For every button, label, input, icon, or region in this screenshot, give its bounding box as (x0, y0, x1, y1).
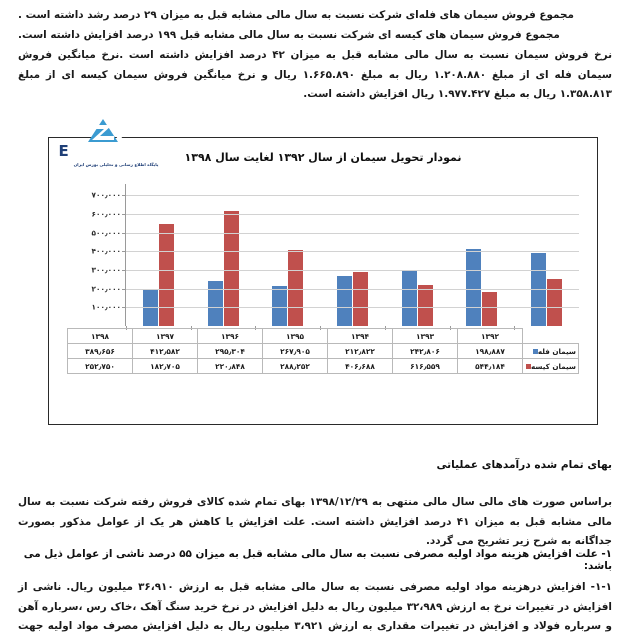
bar-bagged (223, 210, 239, 326)
bottom-paragraph-block: ۱-۱- افزایش درهزینه مواد اولیه مصرفی نسب… (18, 578, 612, 639)
chart-data-table-body: ۱۳۹۲ ۱۳۹۳ ۱۳۹۴ ۱۳۹۵ ۱۳۹۶ ۱۳۹۷ ۱۳۹۸ سیمان فله ۱۹۸… (67, 328, 579, 374)
table-cell-value: ۲۶۷٫۹۰۵ (262, 343, 328, 359)
logo-tagline: پایگاه اطلاع رسانی و تحلیلی بورس ایران (73, 162, 159, 167)
plot-area-wrapper: ۷۰۰٫۰۰۰ ۶۰۰٫۰۰۰ ۵۰۰٫۰۰۰ ۴۰۰٫۰۰۰ ۳۰۰٫۰۰۰ ۲۰۰٫۰… (67, 184, 579, 330)
table-cell-value: ۶۱۶٫۵۵۹ (392, 358, 458, 374)
table-cell-value: ۲۹۵٫۳۰۴ (197, 343, 263, 359)
table-header-year: ۱۳۹۴ (327, 328, 393, 344)
bar-bulk (272, 286, 288, 326)
y-axis-tick-mark (122, 289, 126, 290)
table-header-year: ۱۳۹۸ (67, 328, 133, 344)
legend-label: سیمان کیسه (531, 361, 576, 371)
mid-paragraph-block: براساس صورت های مالی سال مالی منتهی به ۱… (18, 493, 612, 552)
table-cell-value: ۲۵۲٫۷۵۰ (67, 358, 133, 374)
paragraph-cogs-summary: براساس صورت های مالی سال مالی منتهی به ۱… (18, 496, 612, 547)
y-axis-tick-label: ۲۰۰٫۰۰۰ (91, 284, 121, 294)
bar-group (190, 184, 256, 330)
y-axis-tick-label: ۷۰۰٫۰۰۰ (91, 190, 121, 200)
gridline (126, 195, 579, 196)
bar-group (514, 184, 579, 330)
paragraph-bagged-cement-growth: مجموع فروش سیمان های کیسه ای شرکت نسبت ب… (18, 28, 560, 41)
table-cell-value: ۲۴۲٫۸۰۶ (392, 343, 458, 359)
table-cell-value: ۲۸۸٫۲۵۲ (262, 358, 328, 374)
plot-area (122, 184, 579, 330)
table-cell-value: ۵۴۴٫۱۸۴ (457, 358, 523, 374)
svg-text:BOURSE: BOURSE (56, 142, 71, 160)
intro-paragraphs: مجموع فروش سیمان های فله‌ای شرکت نسبت به… (18, 6, 612, 105)
y-axis-tick-label: ۴۰۰٫۰۰۰ (91, 246, 121, 256)
table-cell-value: ۴۰۶٫۶۸۸ (327, 358, 393, 374)
subsection-heading-raw-material: ۱- علت افزایش هزینه مواد اولیه مصرفی نسب… (23, 548, 612, 572)
cement-delivery-chart-panel: BOURSE پایگاه اطلاع رسانی و تحلیلی بورس … (48, 119, 598, 425)
y-axis-tick-mark (122, 270, 126, 271)
bar-groups (126, 184, 579, 330)
bar-group (449, 184, 515, 330)
legend-item-bagged: سیمان کیسه (522, 358, 579, 374)
bar-group (320, 184, 385, 330)
y-axis-tick-label: ۱۰۰٫۰۰۰ (91, 302, 121, 312)
bar-bagged (288, 250, 304, 326)
chart-data-table: ۱۳۹۲ ۱۳۹۳ ۱۳۹۴ ۱۳۹۵ ۱۳۹۶ ۱۳۹۷ ۱۳۹۸ سیمان فله ۱۹۸… (67, 328, 579, 374)
table-cell-value: ۱۸۲٫۷۰۵ (132, 358, 198, 374)
table-row-years: ۱۳۹۲ ۱۳۹۳ ۱۳۹۴ ۱۳۹۵ ۱۳۹۶ ۱۳۹۷ ۱۳۹۸ (67, 328, 579, 344)
gridline (126, 270, 579, 271)
bar-bagged (158, 224, 174, 326)
legend-swatch-icon (526, 364, 532, 369)
bar-bulk (466, 248, 482, 326)
legend-label: سیمان فله (537, 346, 576, 356)
table-row: سیمان کیسه ۵۴۴٫۱۸۴ ۶۱۶٫۵۵۹ ۴۰۶٫۶۸۸ ۲۸۸٫۲۵۲ ۲۲… (67, 358, 579, 374)
table-cell-value: ۴۱۲٫۵۸۲ (132, 343, 198, 359)
bourse24-logo: BOURSE پایگاه اطلاع رسانی و تحلیلی بورس … (56, 116, 176, 172)
gridline (126, 214, 579, 215)
gridline (126, 233, 579, 234)
bar-bulk (401, 270, 417, 326)
y-axis-tick-label: ۶۰۰٫۰۰۰ (91, 209, 121, 219)
legend-swatch-icon (532, 349, 538, 354)
logo-mark-icon: BOURSE (56, 119, 125, 160)
table-header-year: ۱۳۹۷ (132, 328, 198, 344)
bar-bagged (353, 272, 369, 326)
table-header-year: ۱۳۹۵ (262, 328, 328, 344)
table-row: سیمان فله ۱۹۸٫۸۸۷ ۲۴۲٫۸۰۶ ۲۱۲٫۸۲۲ ۲۶۷٫۹۰۵ ۲۹۵… (67, 343, 579, 359)
paragraph-bulk-cement-growth: مجموع فروش سیمان های فله‌ای شرکت نسبت به… (18, 9, 574, 21)
gridline (126, 289, 579, 290)
bar-group (384, 184, 450, 330)
table-header-year: ۱۳۹۳ (392, 328, 458, 344)
bar-bagged (482, 291, 498, 326)
y-axis-tick-label: ۵۰۰٫۰۰۰ (91, 228, 121, 238)
bar-bagged (417, 284, 433, 326)
chart-title: نمودار تحویل سیمان از سال ۱۳۹۲ لغایت سال… (184, 151, 462, 164)
bar-group (255, 184, 320, 330)
bar-bulk (207, 280, 223, 326)
y-axis: ۷۰۰٫۰۰۰ ۶۰۰٫۰۰۰ ۵۰۰٫۰۰۰ ۴۰۰٫۰۰۰ ۳۰۰٫۰۰۰ ۲۰۰٫۰… (67, 184, 123, 326)
gridline (126, 251, 579, 252)
bar-bagged (547, 278, 563, 326)
y-axis-tick-mark (122, 233, 126, 234)
table-cell-value: ۲۱۲٫۸۲۲ (327, 343, 393, 359)
table-cell-value: ۱۹۸٫۸۸۷ (457, 343, 523, 359)
y-axis-tick-label: ۳۰۰٫۰۰۰ (91, 265, 121, 275)
table-cell-value: ۳۸۹٫۶۵۶ (67, 343, 133, 359)
y-axis-tick-mark (122, 251, 126, 252)
bar-bulk (337, 275, 353, 326)
table-corner-cell (523, 329, 579, 344)
paragraph-price-rates: نرخ فروش سیمان نسبت به سال مالی مشابه قب… (18, 49, 612, 100)
y-axis-tick-mark (122, 307, 126, 308)
table-header-year: ۱۳۹۲ (457, 328, 523, 344)
y-axis-tick-mark (122, 214, 126, 215)
table-header-year: ۱۳۹۶ (197, 328, 263, 344)
bar-group (126, 184, 191, 330)
paragraph-raw-material-detail: ۱-۱- افزایش درهزینه مواد اولیه مصرفی نسب… (18, 581, 612, 632)
gridline (126, 307, 579, 308)
table-cell-value: ۲۲۰٫۸۴۸ (197, 358, 263, 374)
legend-item-bulk: سیمان فله (522, 343, 579, 359)
y-axis-tick-mark (122, 195, 126, 196)
section-heading-operating-cost: بهای تمام شده درآمدهای عملیاتی (436, 459, 612, 471)
